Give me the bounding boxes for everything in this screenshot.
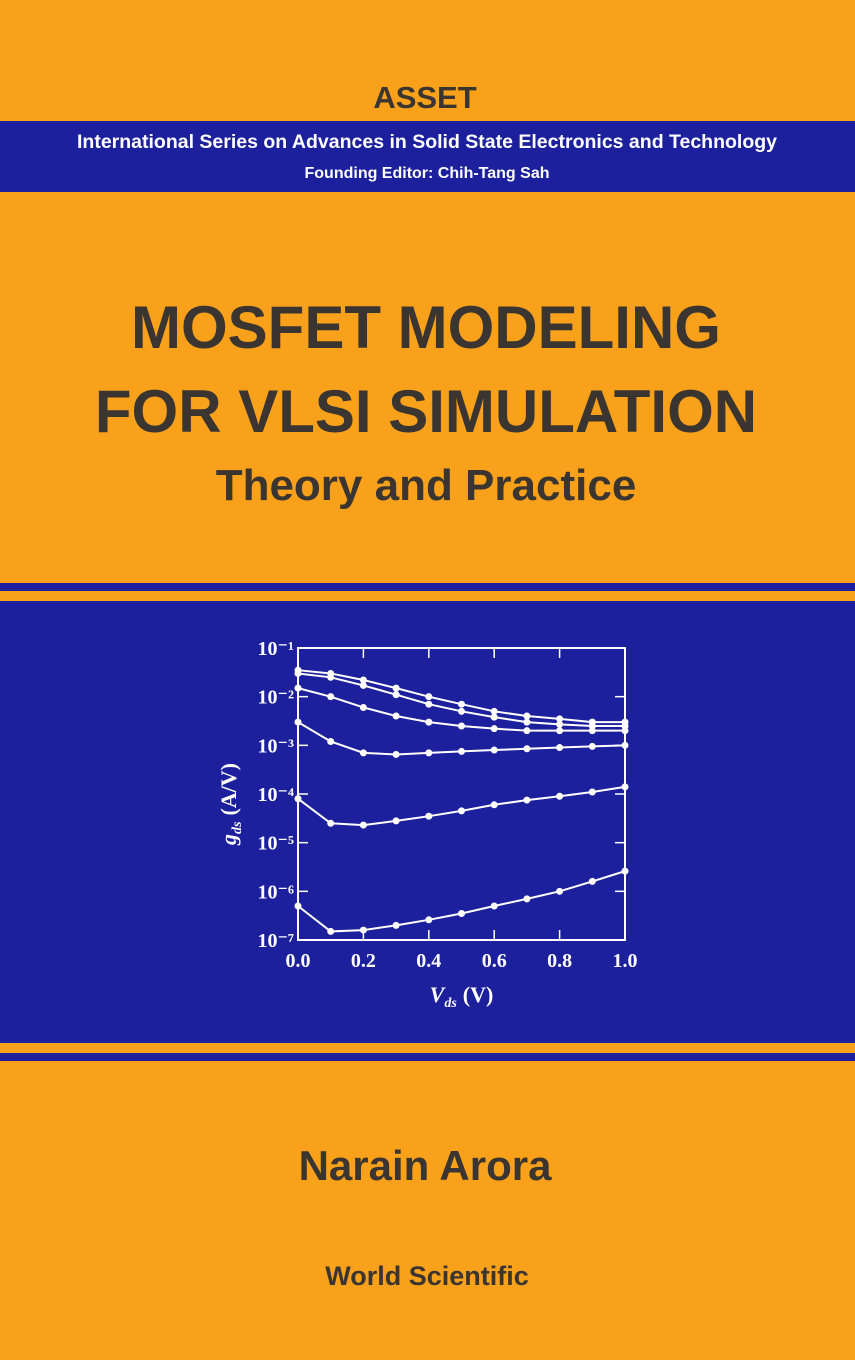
data-point (490, 746, 498, 754)
y-axis-label-unit: (A/V) (216, 763, 241, 816)
data-point (359, 749, 367, 757)
data-point (523, 895, 531, 903)
x-tick-label: 0.0 (286, 950, 311, 972)
y-tick-label: 10⁻³ (257, 735, 294, 757)
data-point (556, 792, 564, 800)
data-point (327, 693, 335, 701)
series-name: International Series on Advances in Soli… (77, 131, 777, 153)
data-point (621, 727, 629, 735)
data-point (425, 693, 433, 701)
data-point (458, 807, 465, 815)
x-axis-label-subscript: ds (444, 996, 457, 1011)
data-point (392, 817, 400, 825)
x-axis-label-symbol: V (430, 982, 447, 1007)
data-point (588, 788, 596, 796)
data-point (327, 737, 335, 745)
data-point (392, 750, 400, 758)
data-point (588, 727, 596, 735)
data-point (392, 691, 400, 699)
data-point (523, 796, 531, 804)
data-point (359, 821, 367, 829)
data-point (458, 910, 465, 918)
data-point (556, 715, 564, 723)
x-axis-label-unit: (V) (463, 982, 494, 1007)
data-point (621, 867, 629, 875)
series-label: ASSET (373, 80, 476, 115)
y-axis-label-subscript: ds (230, 821, 245, 834)
data-point (490, 707, 498, 715)
data-point (490, 801, 498, 809)
data-point (294, 669, 302, 677)
data-point (359, 703, 367, 711)
data-point (523, 727, 531, 735)
y-axis-label: gds (A/V) (216, 763, 245, 846)
data-point (327, 819, 335, 827)
x-tick-label: 0.8 (547, 950, 572, 972)
data-point (294, 795, 302, 803)
data-point (458, 700, 465, 708)
stripe (0, 583, 855, 591)
data-point (392, 684, 400, 692)
series-band (0, 121, 855, 192)
data-point (294, 684, 302, 692)
data-point (359, 676, 367, 684)
x-tick-label: 1.0 (613, 950, 638, 972)
data-point (294, 902, 302, 910)
x-axis-label: Vds (V) (430, 982, 494, 1011)
data-point (294, 718, 302, 726)
data-point (327, 673, 335, 681)
data-point (359, 926, 367, 934)
data-point (392, 921, 400, 929)
data-point (490, 725, 498, 733)
data-point (621, 783, 629, 791)
stripe (0, 1053, 855, 1061)
y-tick-label: 10⁻¹ (257, 638, 294, 660)
data-point (458, 707, 465, 715)
data-point (523, 712, 531, 720)
data-point (327, 927, 335, 935)
data-point (588, 742, 596, 750)
publisher: World Scientific (325, 1261, 529, 1291)
data-point (458, 747, 465, 755)
data-point (458, 722, 465, 730)
data-point (523, 718, 531, 726)
image-panel (0, 601, 855, 1043)
data-point (523, 745, 531, 753)
data-point (490, 902, 498, 910)
data-point (425, 916, 433, 924)
data-point (425, 812, 433, 820)
data-point (490, 713, 498, 721)
data-point (556, 887, 564, 895)
y-axis-label-symbol: g (216, 834, 241, 846)
y-tick-label: 10⁻⁷ (257, 930, 294, 952)
data-point (392, 712, 400, 720)
y-tick-label: 10⁻² (257, 687, 294, 709)
data-point (621, 741, 629, 749)
data-point (425, 749, 433, 757)
data-point (588, 877, 596, 885)
data-point (359, 681, 367, 689)
data-point (425, 718, 433, 726)
x-tick-label: 0.4 (416, 950, 441, 972)
data-point (556, 744, 564, 752)
y-tick-label: 10⁻⁵ (257, 833, 294, 855)
y-tick-label: 10⁻⁴ (257, 784, 294, 806)
x-tick-label: 0.2 (351, 950, 376, 972)
title-line: FOR VLSI SIMULATION (95, 378, 757, 445)
data-point (425, 700, 433, 708)
data-point (556, 727, 564, 735)
chart: 10⁻⁷ 10⁻⁶ 10⁻⁵ 10⁻⁴ 10⁻³ 10⁻² 10⁻¹ 0.0 0.2 0.4 0.6… (216, 638, 638, 1011)
y-tick-label: 10⁻⁶ (257, 881, 294, 903)
data-point (556, 720, 564, 728)
series-editor: Founding Editor: Chih-Tang Sah (305, 165, 550, 182)
x-tick-label: 0.6 (482, 950, 507, 972)
title-line: MOSFET MODELING (131, 294, 721, 361)
subtitle: Theory and Practice (216, 461, 637, 510)
author: Narain Arora (299, 1142, 553, 1189)
